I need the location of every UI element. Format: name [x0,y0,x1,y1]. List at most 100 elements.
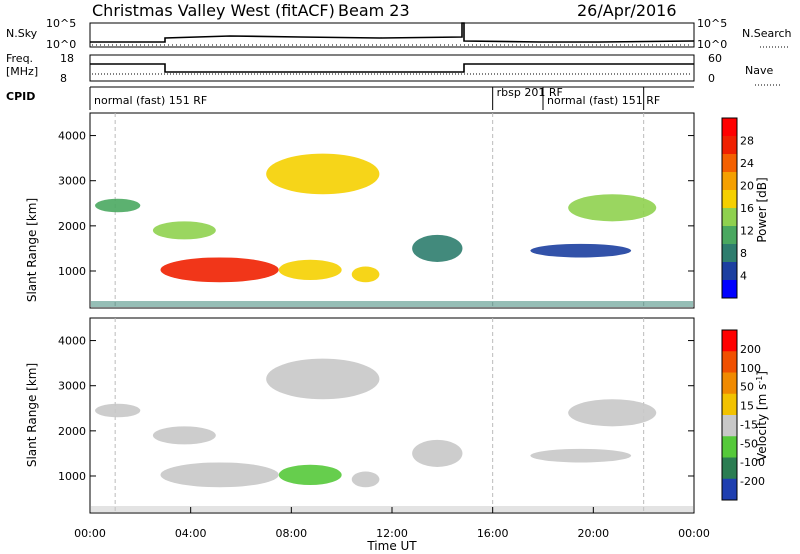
cpid-segment-label: rbsp 201 RF [497,86,563,99]
colorbar-tick-label: 50 [740,381,754,394]
x-tick-label: 04:00 [175,527,207,540]
colorbar-swatch [722,415,737,437]
power-y-ticks: 1000 2000 3000 4000 [58,130,694,278]
nsky-trace [90,22,695,43]
cpid-segment-label: normal (fast) 151 RF [94,94,207,107]
colorbar-swatch [722,330,737,352]
power-ylabel: Slant Range [km] [25,198,39,302]
colorbar-tick-label: 20 [740,180,754,193]
echo-region [278,464,342,486]
colorbar-swatch [722,436,737,458]
colorbar-swatch [722,478,737,501]
colorbar-frame [721,329,738,501]
colorbar-swatch [722,457,737,480]
x-tick-label: 16:00 [477,527,509,540]
nsky-label: N.Sky [6,27,38,40]
colorbar-tick-label: 15 [740,400,754,413]
colorbar-swatch [722,244,737,263]
power-colorbar: 28 24 20 16 12 8 4 [721,117,754,299]
colorbar-tick-label: -50 [740,437,758,450]
nsearch-tick-bottom: 10^0 [697,38,727,51]
colorbar-tick-label: 16 [740,202,754,215]
nave-label: Nave [745,64,773,77]
x-tick-label: 08:00 [275,527,307,540]
y-tick-label: 4000 [58,130,86,143]
echo-region [568,399,657,427]
beam-label: Beam 23 [338,1,410,20]
time-axis-label: Time UT [366,539,417,553]
x-tick-label: 12:00 [376,527,408,540]
echo-region [266,358,380,400]
colorbar-swatch [722,262,737,281]
colorbar-swatch [722,190,737,209]
echo-region [278,259,342,281]
velocity-colorbar-label: Velocity [m s-1] [755,371,769,461]
nsearch-label: N.Search [742,27,792,40]
y-tick-label: 4000 [58,335,86,348]
colorbar-swatch [722,372,737,395]
freq-tick-bottom: 8 [60,72,67,85]
cpid-label: CPID [6,90,35,103]
echo-region [152,426,216,445]
date-label: 26/Apr/2016 [577,1,677,20]
nsearch-tick-top: 10^5 [697,17,727,30]
colorbar-swatch [722,118,737,137]
freq-tick-top: 18 [60,52,74,65]
echo-region [351,471,380,488]
colorbar-tick-label: 8 [740,247,747,260]
velocity-panel: 1000 2000 3000 4000 Slant Range [km] [25,317,695,514]
y-tick-label: 1000 [58,265,86,278]
freq-label-2: [MHz] [6,65,38,78]
velocity-colorbar: 200 100 50 15 -15 -50 -100 -200 [721,329,765,501]
radar-title: Christmas Valley West (fitACF) [92,1,335,20]
nave-tick-top: 60 [708,52,722,65]
colorbar-swatch [722,136,737,155]
echo-region [412,439,463,467]
echo-region [95,198,141,213]
echo-region [412,234,463,262]
colorbar-tick-label: -15 [740,418,758,431]
freq-panel-frame [89,54,695,82]
colorbar-frame [721,117,738,299]
echo-region [530,243,632,258]
echo-region [530,448,632,463]
colorbar-tick-label: 12 [740,225,754,238]
colorbar-swatch [722,393,737,416]
echo-region [160,462,279,488]
power-echo-data [91,113,693,308]
time-axis: 00:00 04:00 08:00 12:00 16:00 20:00 00:00 [74,507,710,540]
y-tick-label: 2000 [58,425,86,438]
velocity-y-ticks: 1000 2000 3000 4000 [58,335,694,483]
colorbar-tick-label: 200 [740,343,761,356]
power-colorbar-label: Power [dB] [755,177,769,242]
ground-scatter-band [91,301,693,307]
nsky-panel-frame [89,22,695,48]
echo-region [152,221,216,240]
colorbar-tick-label: -200 [740,475,765,488]
x-tick-label: 00:00 [74,527,106,540]
echo-region [568,194,657,222]
colorbar-swatch [722,208,737,227]
cpid-segment-label: normal (fast) 151 RF [547,94,660,107]
x-tick-label: 20:00 [577,527,609,540]
y-tick-label: 2000 [58,220,86,233]
colorbar-swatch [722,226,737,245]
nave-tick-bottom: 0 [708,72,715,85]
colorbar-tick-label: 4 [740,270,747,283]
colorbar-swatch [722,280,737,299]
colorbar-tick-label: 28 [740,135,754,148]
echo-region [160,257,279,283]
colorbar-swatch [722,172,737,191]
colorbar-tick-label: -100 [740,456,765,469]
freq-trace [90,63,694,73]
colorbar-tick-label: 100 [740,362,761,375]
freq-label-1: Freq. [6,52,33,65]
y-tick-label: 3000 [58,380,86,393]
echo-region [266,153,380,195]
power-panel: 1000 2000 3000 4000 Slant Range [km] [25,112,695,309]
echo-region [95,403,141,418]
colorbar-swatch [722,154,737,173]
y-tick-label: 1000 [58,470,86,483]
